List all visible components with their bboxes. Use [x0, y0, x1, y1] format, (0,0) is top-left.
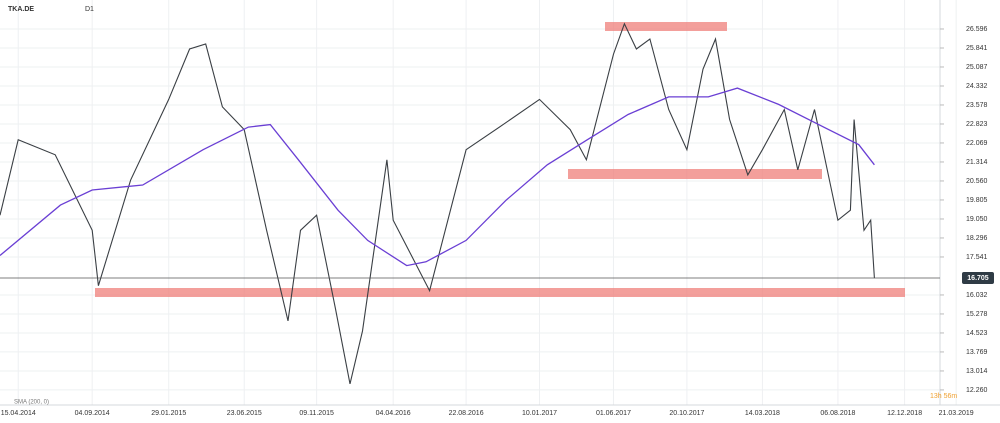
x-tick-label: 01.06.2017 — [596, 410, 631, 417]
y-tick-label: 12.260 — [966, 387, 988, 394]
price-line — [0, 22, 875, 385]
y-tick-label: 16.032 — [966, 292, 988, 299]
current-price-label: 16.705 — [967, 275, 989, 282]
y-tick-label: 22.069 — [966, 140, 988, 147]
candle-timer: 13h 56m — [930, 393, 957, 400]
y-tick-label: 24.332 — [966, 83, 988, 90]
x-tick-label: 29.01.2015 — [151, 410, 186, 417]
y-tick-label: 23.578 — [966, 102, 988, 109]
ticker[interactable]: TKA.DE — [8, 6, 34, 13]
y-tick-label: 17.541 — [966, 254, 988, 261]
x-tick-label: 15.04.2014 — [1, 410, 36, 417]
y-tick-label: 26.596 — [966, 26, 988, 33]
x-tick-label: 10.01.2017 — [522, 410, 557, 417]
y-tick-label: 14.523 — [966, 330, 988, 337]
x-tick-label: 21.03.2019 — [939, 410, 974, 417]
support-zone — [568, 169, 822, 179]
y-tick-label: 20.560 — [966, 178, 988, 185]
y-tick-label: 13.014 — [966, 368, 988, 375]
x-tick-label: 20.10.2017 — [669, 410, 704, 417]
y-tick-label: 13.769 — [966, 349, 988, 356]
support-zone — [95, 288, 905, 297]
x-tick-label: 09.11.2015 — [299, 410, 334, 417]
y-tick-label: 25.841 — [966, 45, 988, 52]
timeframe[interactable]: D1 — [85, 6, 94, 13]
indicator-label[interactable]: SMA (200, 0) — [14, 400, 49, 406]
y-tick-label: 15.278 — [966, 311, 988, 318]
y-tick-label: 21.314 — [966, 159, 988, 166]
y-tick-label: 19.805 — [966, 197, 988, 204]
y-tick-label: 19.050 — [966, 216, 988, 223]
x-tick-label: 04.09.2014 — [75, 410, 110, 417]
x-tick-label: 04.04.2016 — [376, 410, 411, 417]
x-tick-label: 22.08.2016 — [449, 410, 484, 417]
resistance-zone — [605, 22, 727, 31]
y-tick-label: 18.296 — [966, 235, 988, 242]
y-tick-label: 22.823 — [966, 121, 988, 128]
y-tick-label: 25.087 — [966, 64, 988, 71]
x-tick-label: 06.08.2018 — [820, 410, 855, 417]
x-tick-label: 14.03.2018 — [745, 410, 780, 417]
sma-line — [0, 87, 875, 267]
x-tick-label: 12.12.2018 — [887, 410, 922, 417]
current-price-tag — [962, 272, 994, 285]
x-tick-label: 23.06.2015 — [227, 410, 262, 417]
